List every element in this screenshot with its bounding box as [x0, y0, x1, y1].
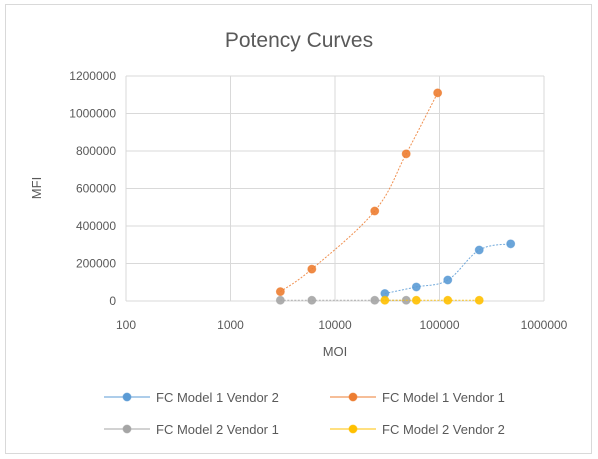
series-layer: [275, 88, 516, 305]
x-tick-label: 100000: [419, 318, 459, 332]
legend-item-fc-model-1-vendor-2: FC Model 1 Vendor 2: [104, 390, 279, 405]
series-fc-model-1-vendor-1: [275, 88, 443, 297]
legend-label: FC Model 1 Vendor 1: [382, 390, 505, 405]
data-point: [275, 295, 285, 305]
x-tick-label: 100: [116, 318, 136, 332]
data-point: [443, 275, 453, 285]
x-tick-label: 1000000: [521, 318, 568, 332]
data-point: [411, 295, 421, 305]
data-point: [411, 282, 421, 292]
y-tick-label: 1000000: [69, 107, 116, 121]
data-point: [380, 295, 390, 305]
x-axis-label: MOI: [323, 344, 348, 359]
data-point: [433, 88, 443, 98]
series-fc-model-2-vendor-2: [380, 295, 484, 305]
series-fc-model-1-vendor-2: [380, 239, 516, 298]
tick-labels: 0 200000 400000 600000 800000 1000000 1200000 1…: [69, 69, 567, 332]
data-point: [401, 149, 411, 159]
data-point: [443, 295, 453, 305]
legend-item-fc-model-2-vendor-2: FC Model 2 Vendor 2: [330, 422, 505, 437]
chart-frame: [5, 4, 592, 454]
legend-item-fc-model-2-vendor-1: FC Model 2 Vendor 1: [104, 422, 279, 437]
data-point: [307, 295, 317, 305]
y-tick-label: 400000: [76, 219, 116, 233]
y-tick-label: 200000: [76, 257, 116, 271]
y-tick-label: 0: [109, 294, 116, 308]
legend-item-fc-model-1-vendor-1: FC Model 1 Vendor 1: [330, 390, 505, 405]
data-point: [370, 295, 380, 305]
data-point: [474, 245, 484, 255]
data-point: [275, 287, 285, 297]
gridlines: [125, 75, 545, 302]
y-tick-label: 600000: [76, 182, 116, 196]
y-tick-label: 1200000: [69, 69, 116, 83]
legend-marker: [122, 424, 132, 434]
legend-label: FC Model 2 Vendor 2: [382, 422, 505, 437]
legend-marker: [348, 424, 358, 434]
chart-title: Potency Curves: [225, 29, 373, 52]
legend: FC Model 1 Vendor 2 FC Model 1 Vendor 1 FC…: [104, 390, 505, 437]
x-tick-label: 10000: [318, 318, 352, 332]
x-tick-label: 1000: [217, 318, 244, 332]
legend-label: FC Model 2 Vendor 1: [156, 422, 279, 437]
data-point: [370, 206, 380, 216]
series-line: [280, 92, 439, 293]
y-tick-label: 800000: [76, 144, 116, 158]
legend-marker: [122, 392, 132, 402]
data-point: [506, 239, 516, 249]
data-point: [307, 264, 317, 274]
legend-marker: [348, 392, 358, 402]
legend-label: FC Model 1 Vendor 2: [156, 390, 279, 405]
series-line: [384, 243, 511, 294]
data-point: [474, 295, 484, 305]
y-axis-label: MFI: [29, 177, 44, 199]
